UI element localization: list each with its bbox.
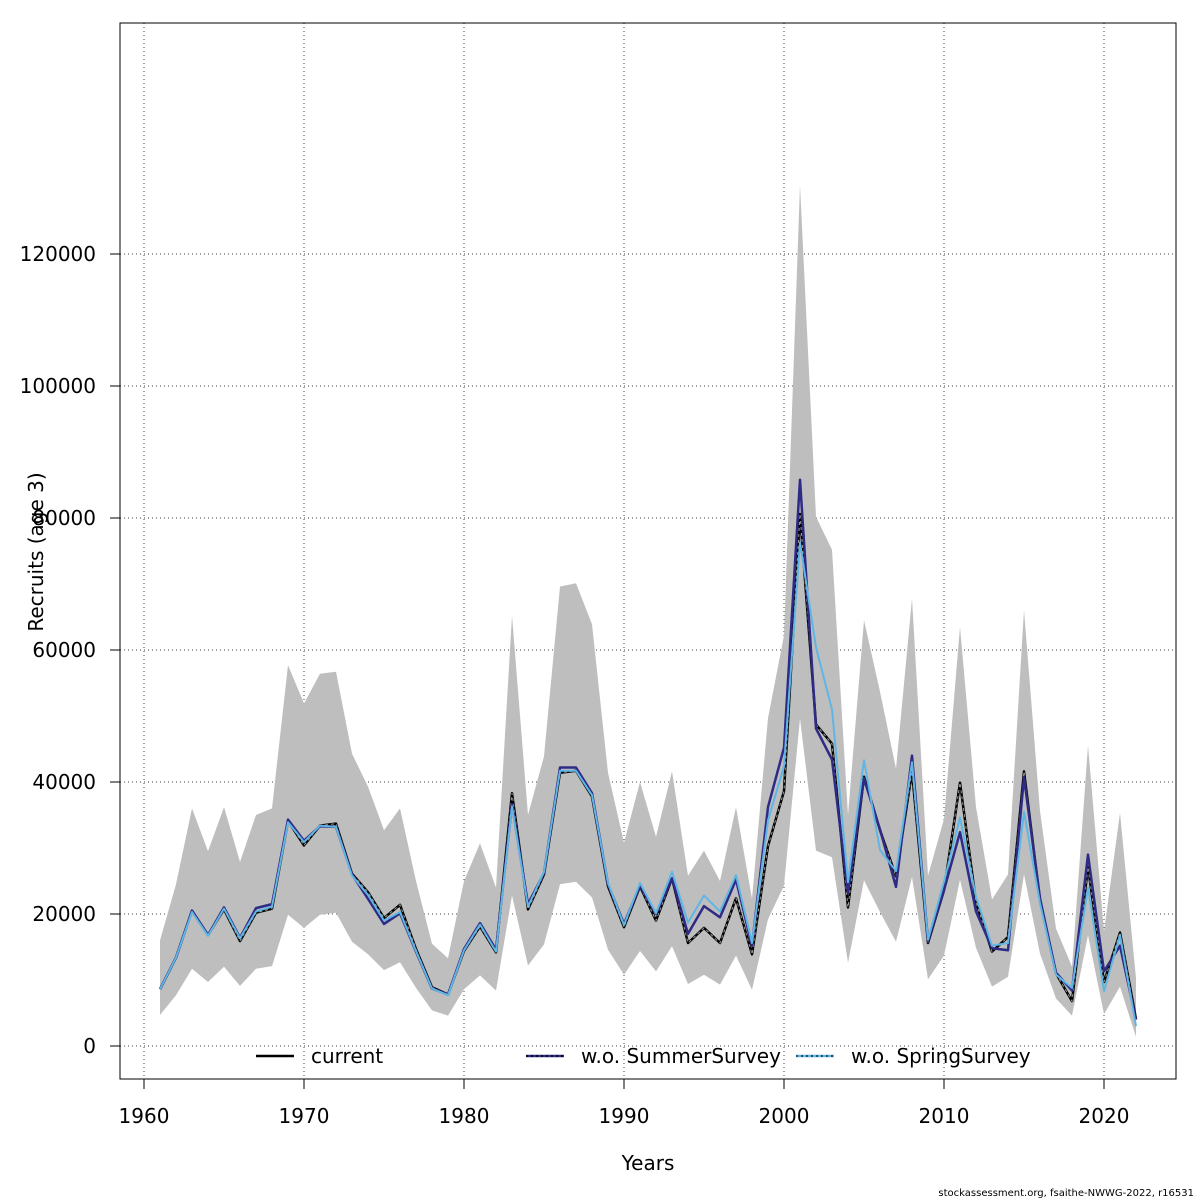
y-tick-label: 120000 xyxy=(20,242,96,266)
legend-item-current: current xyxy=(256,1044,383,1068)
legend-label: w.o. SummerSurvey xyxy=(581,1044,781,1068)
y-tick-label: 100000 xyxy=(20,374,96,398)
y-tick-label: 20000 xyxy=(32,902,96,926)
y-axis: 0 20000 40000 60000 80000 100000 120000 xyxy=(20,242,121,1058)
legend-label: w.o. SpringSurvey xyxy=(851,1044,1031,1068)
x-axis-label: Years xyxy=(621,1151,675,1175)
x-tick-label: 2020 xyxy=(1079,1104,1130,1128)
x-tick-label: 1960 xyxy=(119,1104,170,1128)
y-tick-label: 80000 xyxy=(32,506,96,530)
source-footer: stockassessment.org, fsaithe-NWWG-2022, … xyxy=(938,1188,1194,1199)
y-tick-label: 0 xyxy=(83,1034,96,1058)
x-axis: 1960 1970 1980 1990 2000 2010 2020 xyxy=(119,1078,1130,1128)
series-lines xyxy=(158,478,1138,1027)
grid-lines xyxy=(120,23,1176,1079)
x-tick-label: 1980 xyxy=(439,1104,490,1128)
x-tick-label: 2010 xyxy=(919,1104,970,1128)
y-tick-label: 40000 xyxy=(32,770,96,794)
legend-item-wo-summersurvey: w.o. SummerSurvey xyxy=(526,1044,781,1068)
legend-item-wo-springsurvey: w.o. SpringSurvey xyxy=(796,1044,1031,1068)
y-tick-label: 60000 xyxy=(32,638,96,662)
series-line-wo-springsurvey xyxy=(159,541,1137,1027)
x-tick-label: 1990 xyxy=(599,1104,650,1128)
legend-label: current xyxy=(311,1044,383,1068)
x-tick-label: 2000 xyxy=(759,1104,810,1128)
x-tick-label: 1970 xyxy=(279,1104,330,1128)
confidence-band xyxy=(160,185,1136,1037)
legend: current w.o. SummerSurvey w.o. SpringSurve… xyxy=(256,1044,1031,1068)
y-axis-label: Recruits (age 3) xyxy=(24,472,48,631)
